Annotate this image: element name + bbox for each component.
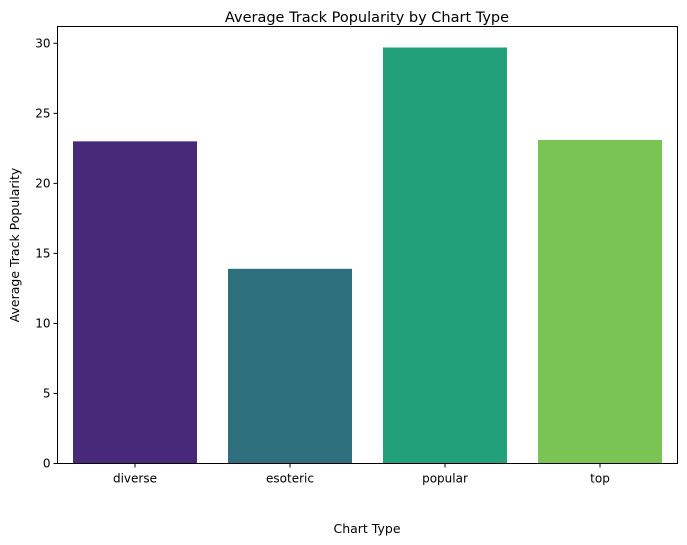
plot-frame [57, 26, 678, 464]
y-tick-label: 10 [35, 316, 50, 330]
y-tick-label: 25 [35, 106, 50, 120]
x-tick-label: top [590, 472, 610, 486]
bar-top [538, 139, 662, 464]
chart-title: Average Track Popularity by Chart Type [225, 10, 509, 26]
x-tick-label: popular [422, 472, 468, 486]
y-tick-label: 5 [43, 386, 51, 400]
x-axis-ticks: diverse esoteric popular top [113, 463, 610, 486]
y-tick-label: 20 [35, 176, 50, 190]
bar-diverse [73, 141, 197, 464]
bar-popular [383, 47, 507, 464]
x-tick-label: diverse [113, 472, 157, 486]
y-tick-label: 30 [35, 36, 50, 50]
y-tick-label: 15 [35, 246, 50, 260]
x-axis-label: Chart Type [333, 521, 400, 536]
y-axis-label: Average Track Popularity [7, 167, 22, 322]
y-axis-ticks: 0 5 10 15 20 25 30 [35, 36, 58, 471]
bar-esoteric [228, 268, 352, 464]
y-tick-label: 0 [43, 457, 51, 471]
bars-group [73, 47, 662, 464]
x-tick-label: esoteric [266, 472, 314, 486]
